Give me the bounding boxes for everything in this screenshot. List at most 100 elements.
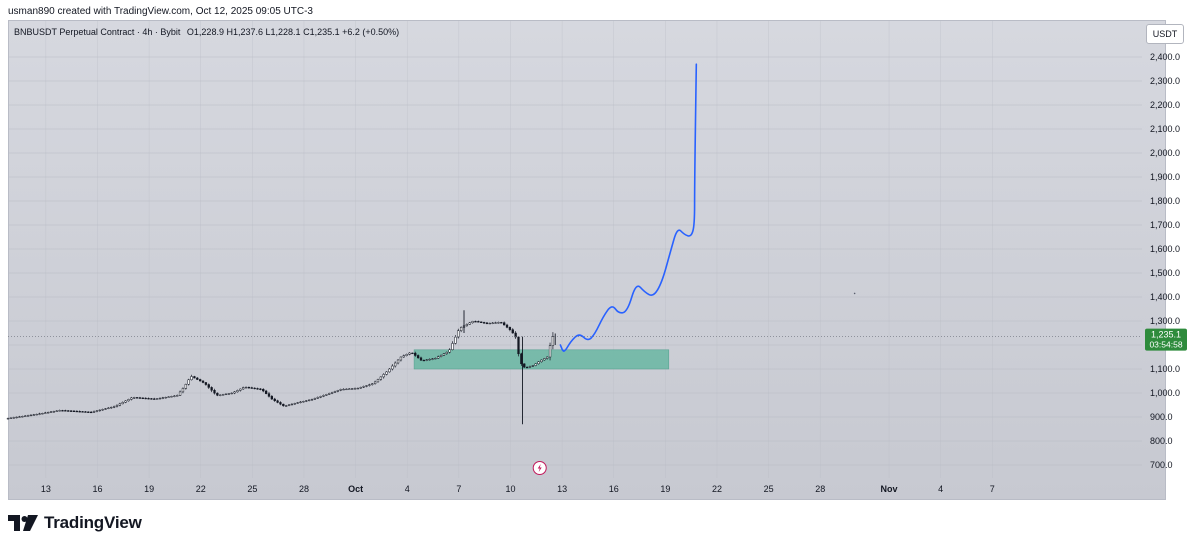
candle-body	[425, 359, 428, 361]
last-price-box	[1145, 328, 1187, 351]
candle-body	[399, 356, 403, 361]
candle-body	[348, 388, 351, 390]
candle-body	[6, 418, 10, 420]
candle-body	[190, 376, 193, 381]
support-zone	[413, 349, 670, 370]
grid-lines	[8, 20, 1142, 478]
candle-body	[247, 386, 251, 389]
candle-body	[26, 415, 30, 417]
lightning-glyph	[537, 464, 542, 472]
candle-body	[230, 392, 233, 395]
candle-body	[422, 359, 426, 362]
candle-body	[353, 388, 357, 390]
candle-body	[64, 410, 67, 412]
candle-body	[503, 322, 506, 326]
candle-body	[158, 397, 162, 400]
candle-body	[253, 387, 256, 390]
candle-body	[345, 388, 348, 391]
candle-body	[259, 388, 262, 390]
candle-body	[153, 398, 156, 400]
price-tick-label: 1,600.0	[1150, 244, 1180, 254]
candle-body	[480, 321, 483, 323]
tradingview-logo-text: TradingView	[44, 513, 142, 532]
price-tick-label: 2,300.0	[1150, 76, 1180, 86]
price-tick-label: 1,500.0	[1150, 268, 1180, 278]
candle-body	[115, 405, 119, 407]
candle-body	[112, 406, 116, 408]
time-axis: 13 16 19 22 25 28 Oct 4 7 10 13 16 19 22 25 28 Nov 4 7	[41, 484, 995, 494]
candle-body	[511, 329, 514, 334]
candle-body	[262, 388, 265, 392]
candle-body	[12, 417, 15, 419]
price-tick-label: 2,200.0	[1150, 100, 1180, 110]
candle-body	[141, 397, 144, 399]
candle-body	[279, 402, 282, 405]
candle-body	[408, 352, 411, 355]
chart-frame[interactable]	[8, 20, 1166, 500]
candle-body	[287, 404, 291, 406]
legend-open: O1,228.9	[186, 27, 224, 37]
currency-button[interactable]: USDT	[1146, 24, 1184, 44]
price-tick-label: 2,000.0	[1150, 148, 1180, 158]
projection-path	[559, 63, 698, 352]
tradingview-logo-icon	[8, 515, 38, 531]
candle-body	[385, 371, 388, 375]
tradingview-logo[interactable]: TradingView	[8, 513, 142, 533]
candle-body	[497, 322, 500, 324]
candle-body	[437, 356, 440, 359]
candle-body	[439, 354, 443, 357]
candle-body	[18, 416, 21, 418]
candle-body	[32, 414, 35, 416]
candle-body	[67, 410, 70, 412]
candle-body	[477, 321, 480, 323]
candle-body	[58, 410, 61, 412]
price-tick-label: 1,000.0	[1150, 388, 1180, 398]
candle-body	[276, 400, 279, 403]
candle-body	[124, 400, 127, 403]
price-tick-label: 900.0	[1150, 412, 1173, 422]
legend-high: H1,237.6	[226, 27, 263, 37]
candle-body	[485, 322, 489, 324]
candle-body	[505, 324, 509, 328]
candle-body	[49, 411, 53, 413]
candle-body	[362, 386, 365, 388]
candle-body	[543, 358, 546, 361]
candle-body	[482, 322, 486, 324]
candle-body	[138, 397, 142, 399]
candle-body	[239, 388, 242, 391]
candle-body	[396, 359, 400, 364]
candle-body	[365, 385, 368, 387]
candle-body	[170, 396, 173, 398]
candle-body	[491, 322, 494, 324]
candle-body	[236, 390, 239, 393]
candle-body	[310, 399, 314, 401]
candle-body	[351, 388, 354, 390]
candle-body	[193, 376, 196, 379]
candle-body	[534, 363, 537, 366]
candle-body	[118, 403, 122, 406]
candle-body	[44, 412, 47, 414]
projection-dot	[562, 350, 565, 352]
candle-body	[78, 411, 81, 413]
candle-body	[445, 351, 448, 354]
time-tick-label: 7	[990, 484, 995, 494]
candle-body	[434, 357, 437, 360]
candle-body	[90, 411, 93, 414]
candle-body	[155, 398, 159, 400]
candle-body	[342, 388, 345, 391]
candle-series	[6, 310, 556, 425]
time-tick-label: 4	[938, 484, 943, 494]
candle-body	[531, 365, 534, 367]
candle-body	[540, 359, 543, 363]
legend-symbol: BNBUSDT Perpetual Contract · 4h · Bybit	[14, 27, 181, 37]
candle-body	[373, 381, 377, 385]
candle-body	[333, 391, 337, 393]
candle-body	[416, 355, 420, 359]
candle-body	[267, 393, 271, 397]
candle-body	[546, 356, 549, 359]
candle-body	[293, 403, 296, 405]
candle-body	[84, 411, 87, 413]
candle-body	[244, 386, 248, 389]
candle-body	[98, 409, 101, 412]
